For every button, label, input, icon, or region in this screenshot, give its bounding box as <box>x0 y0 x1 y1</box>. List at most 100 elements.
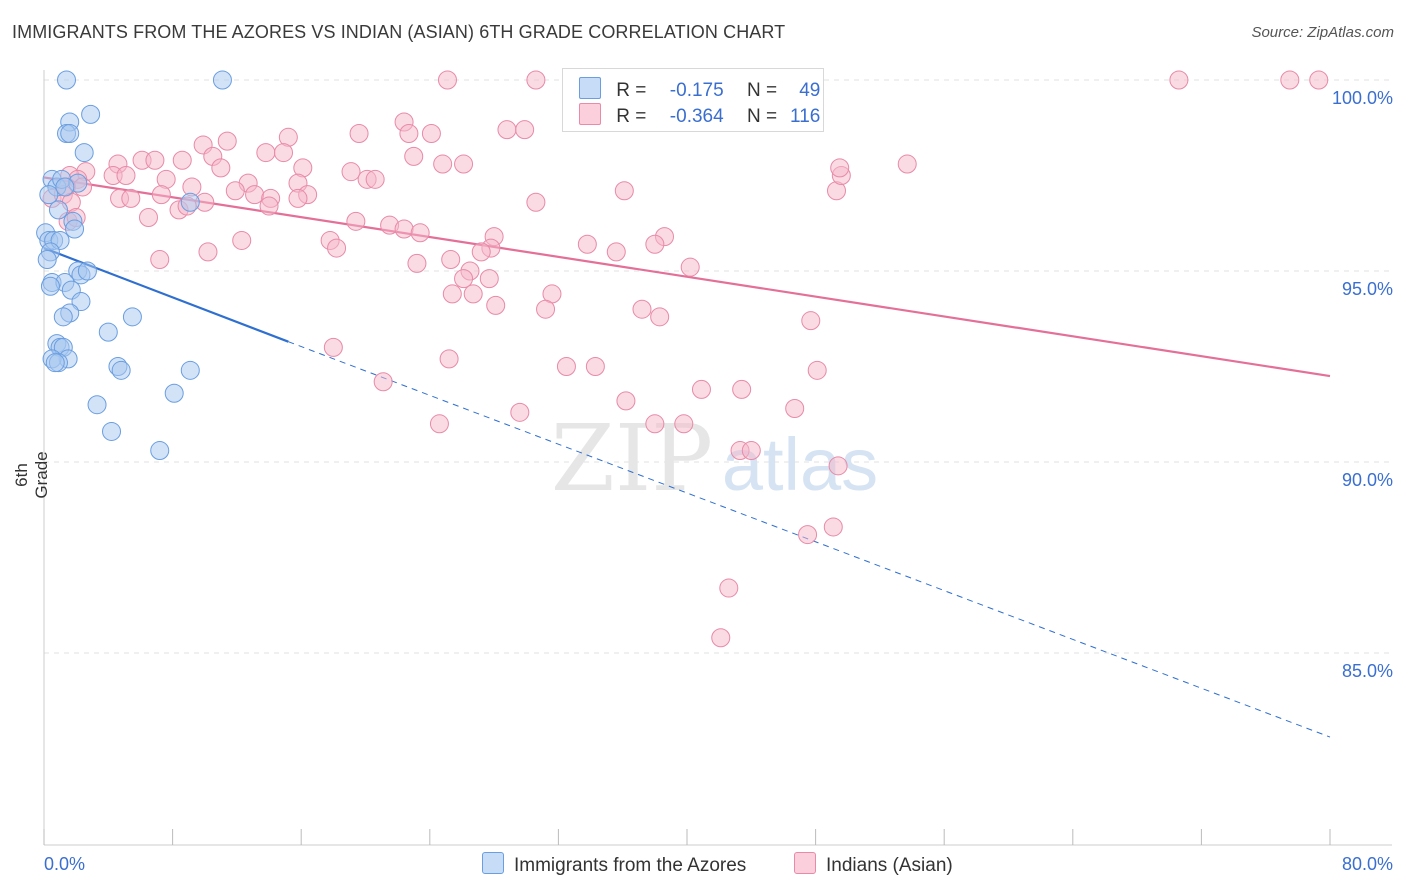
data-point <box>349 123 369 143</box>
data-point <box>479 269 499 289</box>
data-point <box>441 250 461 270</box>
data-point <box>399 123 419 143</box>
series-legend: Immigrants from the Azores Indians (Asia… <box>0 850 1406 880</box>
data-point <box>439 349 459 369</box>
data-point <box>674 414 694 434</box>
data-point <box>407 253 427 273</box>
data-point <box>122 307 142 327</box>
series-label-azores: Immigrants from the Azores <box>514 855 747 876</box>
series-legend-indians[interactable]: Indians (Asian) <box>794 852 953 877</box>
data-point <box>365 169 385 189</box>
data-point <box>807 360 827 380</box>
data-point <box>556 357 576 376</box>
data-point <box>798 525 818 545</box>
data-point <box>463 284 483 304</box>
data-point <box>150 441 170 461</box>
data-point <box>454 269 474 289</box>
watermark-atlas: atlas <box>722 423 878 506</box>
legend-swatch-indians <box>579 103 601 125</box>
data-point <box>37 250 57 270</box>
data-point <box>87 395 107 415</box>
x-tick-labels: 0.0% 80.0% <box>44 854 1393 874</box>
series-points <box>42 70 1329 648</box>
data-point <box>732 379 752 399</box>
data-point <box>256 143 276 163</box>
data-point <box>71 292 91 312</box>
data-point <box>719 578 739 598</box>
data-point <box>323 337 343 357</box>
source-credit: Source: ZipAtlas.com <box>1251 24 1394 41</box>
trend-line-extension <box>288 341 1331 738</box>
series-points <box>36 70 232 461</box>
x-tick-label: 0.0% <box>44 854 85 874</box>
data-point <box>830 158 850 178</box>
legend-r-value: -0.175 <box>669 80 724 101</box>
legend-n-label: N = <box>746 106 778 127</box>
data-point <box>645 414 665 434</box>
data-point <box>823 517 843 537</box>
y-tick-labels: 100.0% 95.0% 90.0% 85.0% <box>1332 88 1393 681</box>
data-point <box>232 230 252 250</box>
data-point <box>138 208 158 228</box>
series-legend-azores[interactable]: Immigrants from the Azores <box>482 852 746 877</box>
legend-n-value: 116 <box>790 106 821 127</box>
data-point <box>1280 70 1300 90</box>
data-point <box>180 360 200 380</box>
data-point <box>577 234 597 254</box>
data-point <box>57 70 77 90</box>
grid-lines <box>44 79 1392 654</box>
data-point <box>650 307 670 327</box>
data-point <box>40 276 60 296</box>
data-point <box>341 162 361 182</box>
data-point <box>616 391 636 411</box>
data-point <box>121 188 141 208</box>
data-point <box>828 456 848 476</box>
legend-row-indians: R = -0.364 N = 116 <box>579 103 820 127</box>
data-point <box>510 402 530 422</box>
data-point <box>606 242 626 262</box>
series-swatch-azores <box>482 852 504 874</box>
data-point <box>74 143 94 163</box>
data-point <box>497 120 517 140</box>
y-tick-label: 90.0% <box>1342 470 1393 490</box>
data-point <box>212 70 232 90</box>
data-point <box>442 284 462 304</box>
data-point <box>404 146 424 166</box>
data-point <box>711 628 731 648</box>
data-point <box>217 131 237 151</box>
data-point <box>327 238 347 258</box>
data-point <box>172 150 192 170</box>
data-point <box>1169 70 1189 90</box>
legend-swatch-azores <box>579 77 601 99</box>
legend-n-value: 49 <box>799 80 821 101</box>
data-point <box>116 166 136 185</box>
data-point <box>346 211 366 231</box>
watermark: ZIP atlas <box>551 405 878 512</box>
chart-title: IMMIGRANTS FROM THE AZORES VS INDIAN (AS… <box>12 22 786 42</box>
data-point <box>198 242 218 262</box>
data-point <box>150 250 170 270</box>
data-point <box>785 399 805 419</box>
data-point <box>471 242 491 262</box>
data-point <box>680 257 700 277</box>
series-swatch-indians <box>794 852 816 874</box>
data-point <box>433 154 453 174</box>
data-point <box>645 234 665 254</box>
data-point <box>526 192 546 212</box>
data-point <box>454 154 474 174</box>
data-point <box>164 383 184 403</box>
data-point <box>526 70 546 90</box>
data-point <box>245 185 265 205</box>
data-point <box>98 322 118 342</box>
data-point <box>1309 70 1329 90</box>
data-point <box>55 177 75 197</box>
data-point <box>225 181 245 201</box>
y-tick-label: 95.0% <box>1342 279 1393 299</box>
data-point <box>81 104 101 124</box>
data-point <box>77 261 97 281</box>
legend-r-value: -0.364 <box>669 106 724 127</box>
data-point <box>691 379 711 399</box>
data-point <box>180 192 200 212</box>
y-tick-label: 85.0% <box>1342 661 1393 681</box>
